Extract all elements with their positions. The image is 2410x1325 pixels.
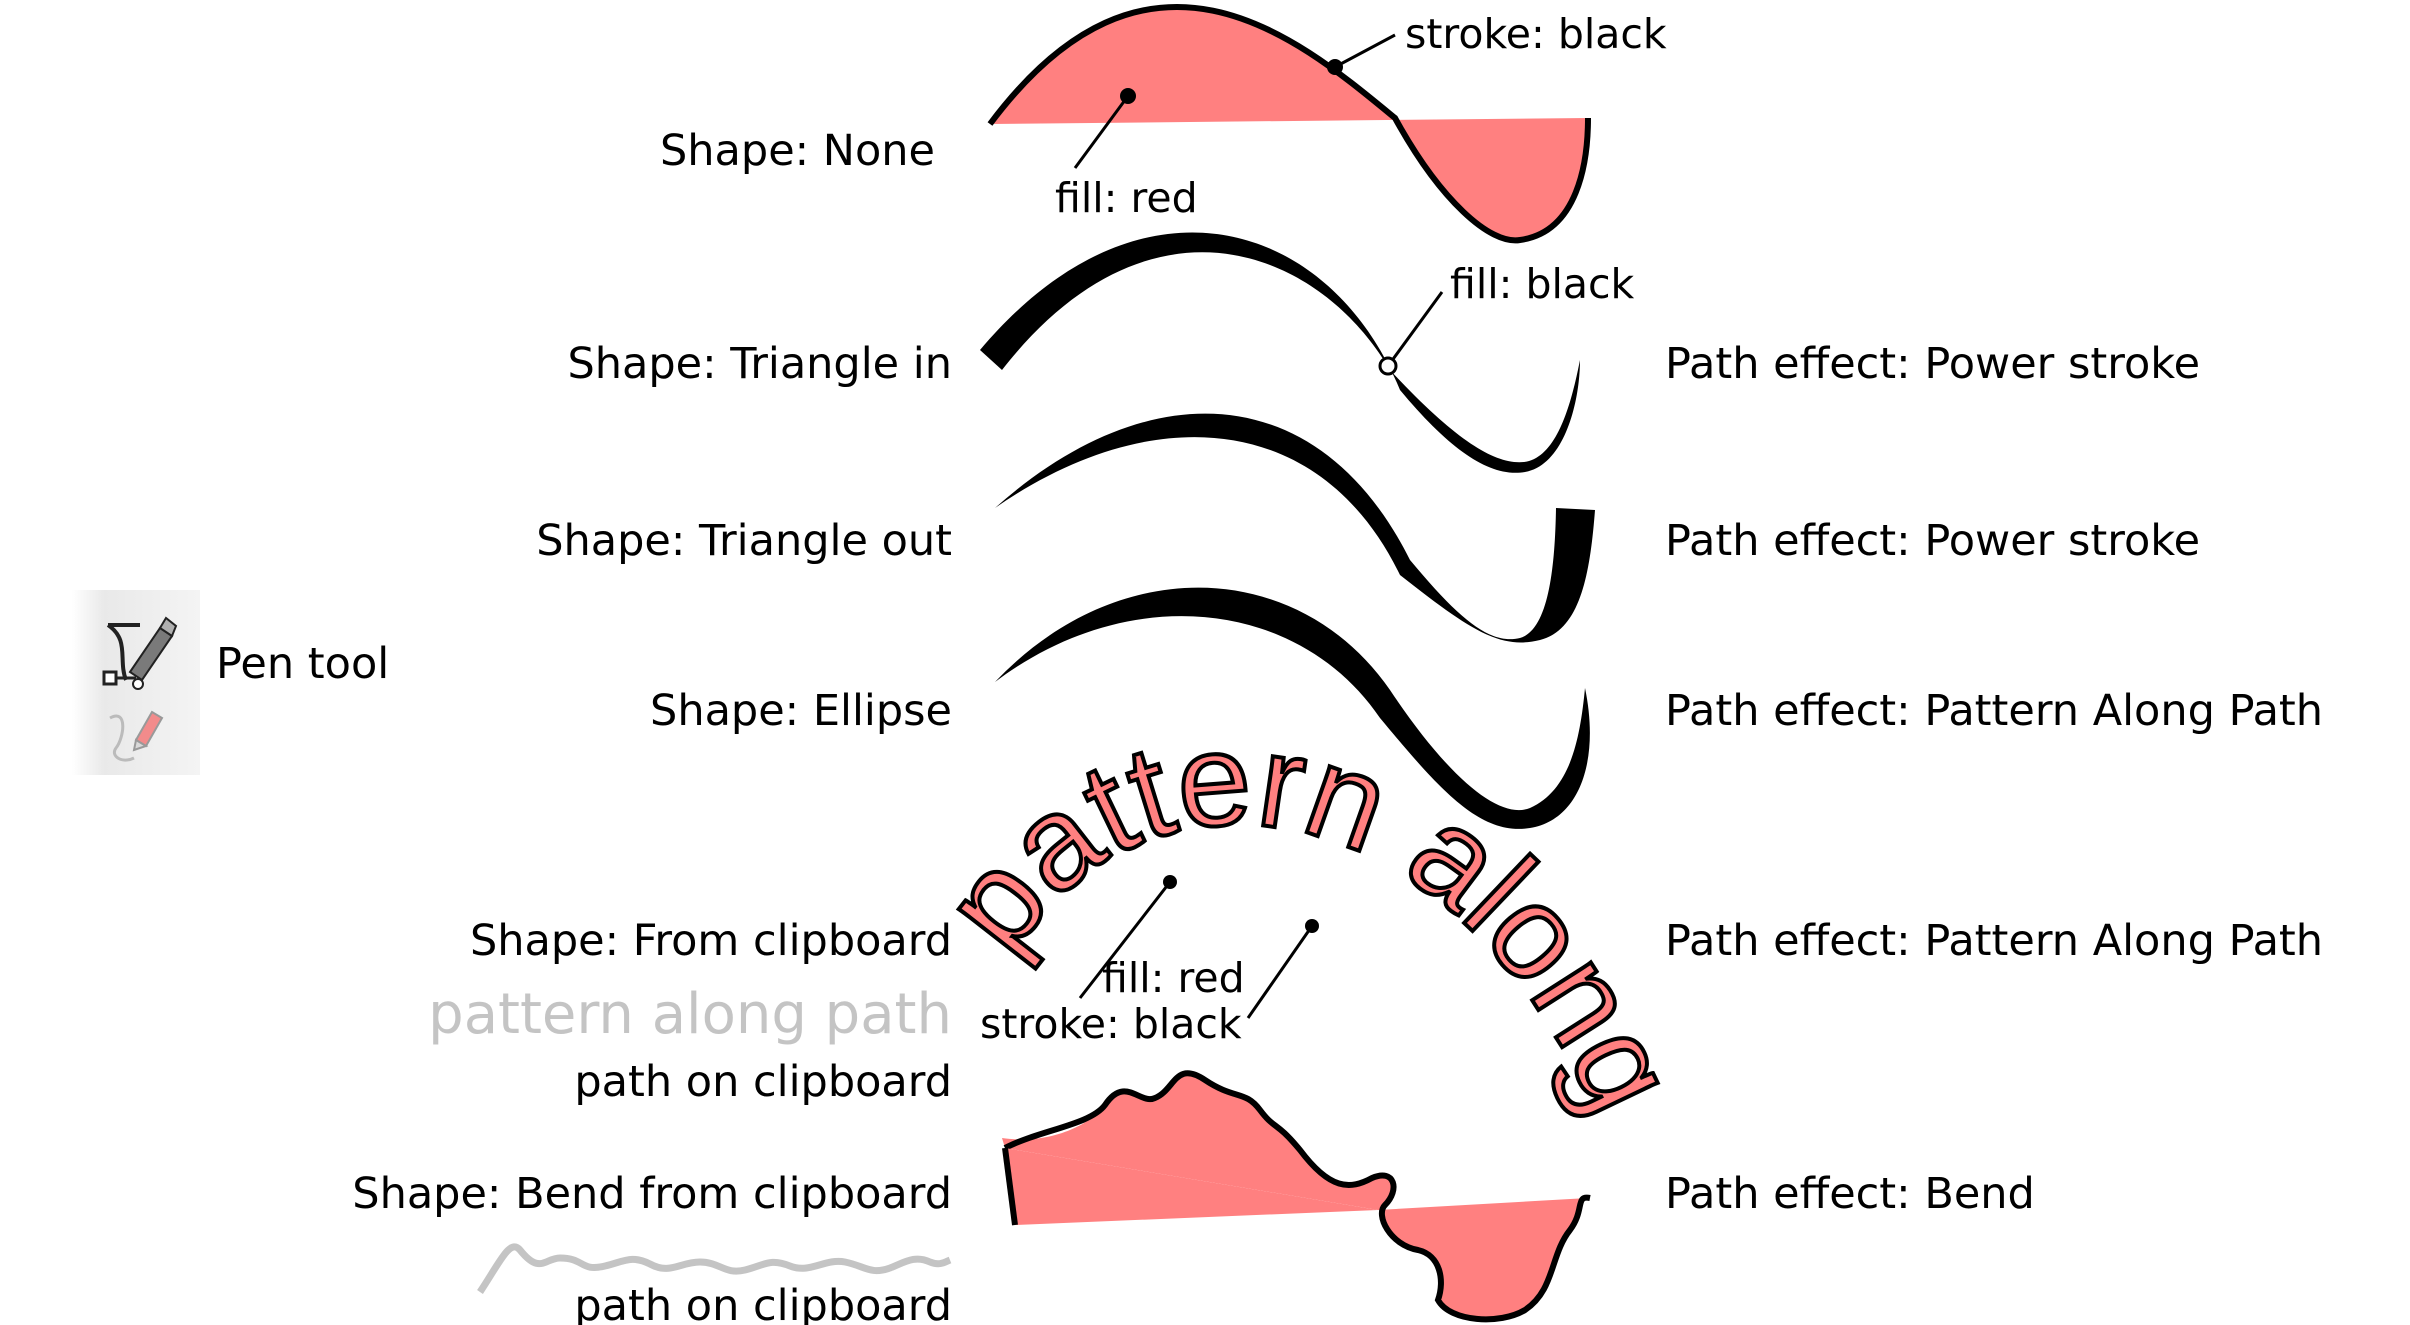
pen-tool-icon[interactable] xyxy=(102,616,178,690)
label-shape-triangle-out: Shape: Triangle out xyxy=(536,516,952,566)
label-effect-power-stroke-2: Path effect: Power stroke xyxy=(1665,516,2200,566)
label-effect-pattern-along-path-2: Path effect: Pattern Along Path xyxy=(1665,916,2323,966)
annotation-pattern-stroke: stroke: black xyxy=(980,1000,1242,1048)
wave-stroke xyxy=(987,3,1591,244)
label-effect-pattern-along-path-1: Path effect: Pattern Along Path xyxy=(1665,686,2323,736)
clipboard-pattern-sample: pattern along path xyxy=(428,982,952,1047)
label-shape-ellipse: Shape: Ellipse xyxy=(650,686,952,736)
triangle-out-stroke xyxy=(995,413,1595,643)
annotation-pattern-fill: fill: red xyxy=(1102,954,1245,1002)
clipboard-pattern-caption: path on clipboard xyxy=(574,1057,952,1107)
pencil-tool-icon[interactable] xyxy=(109,710,164,762)
tool-label: Pen tool xyxy=(216,639,389,689)
label-effect-bend: Path effect: Bend xyxy=(1665,1169,2035,1219)
bend-shape xyxy=(1002,1070,1591,1323)
clipboard-bend-caption: path on clipboard xyxy=(574,1281,952,1325)
annotation-fill-red: fill: red xyxy=(1055,174,1198,222)
label-effect-power-stroke-1: Path effect: Power stroke xyxy=(1665,339,2200,389)
annotation-fill-black: fill: black xyxy=(1450,260,1635,308)
shape-none-example xyxy=(987,3,1591,244)
label-shape-triangle-in: Shape: Triangle in xyxy=(567,339,952,389)
triangle-in-stroke xyxy=(980,232,1580,473)
label-shape-from-clipboard: Shape: From clipboard xyxy=(470,916,952,966)
ellipse-stroke xyxy=(995,587,1590,829)
tool-panel: Pen tool xyxy=(72,590,389,775)
label-shape-bend-from-clipboard: Shape: Bend from clipboard xyxy=(352,1169,952,1219)
annotation-stroke-black: stroke: black xyxy=(1405,10,1667,58)
clipboard-bend-path xyxy=(477,1243,952,1294)
label-shape-none: Shape: None xyxy=(660,126,935,176)
